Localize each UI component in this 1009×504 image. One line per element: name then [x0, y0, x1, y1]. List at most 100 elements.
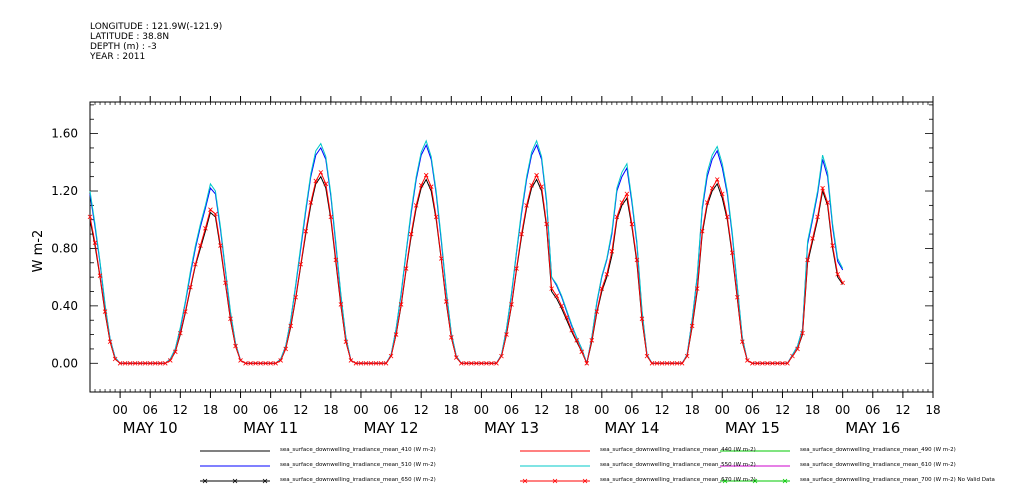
series-point [604, 271, 610, 277]
x-tick-label: 12 [293, 403, 308, 417]
series-point [238, 358, 243, 363]
series-point [639, 316, 645, 322]
x-tick-label: 12 [654, 403, 669, 417]
legend-marker [782, 478, 788, 484]
x-tick-label: 12 [895, 403, 910, 417]
series-point [704, 200, 710, 205]
series-point [594, 309, 600, 314]
series-point [117, 361, 123, 366]
series-point [499, 353, 504, 359]
series-point [459, 361, 464, 366]
series-point [840, 280, 845, 286]
series-point [469, 361, 474, 366]
series-point [724, 214, 730, 220]
series-point [449, 335, 454, 340]
series-line [89, 139, 844, 366]
series-point [92, 240, 98, 245]
x-tick-label: 12 [414, 403, 429, 417]
series-point [383, 361, 389, 366]
series-point [504, 332, 509, 337]
header-depth: DEPTH (m) : -3 [90, 42, 157, 52]
x-tick-label: 18 [925, 403, 940, 417]
series-point [318, 170, 324, 175]
series-point [624, 191, 630, 197]
series-point [168, 358, 173, 363]
series-point [825, 200, 830, 205]
x-tick-label: 06 [504, 403, 519, 417]
series-point [454, 355, 459, 360]
series-point [338, 302, 344, 307]
series-point [183, 309, 188, 314]
series-point [494, 361, 499, 366]
series-point [694, 286, 700, 291]
metadata-header: LONGITUDE : 121.9W(-121.9) LATITUDE : 38… [90, 22, 222, 62]
series-point [368, 361, 374, 366]
series-point [830, 243, 835, 248]
series-point [408, 231, 414, 237]
series-point [534, 172, 539, 178]
series-point [770, 361, 775, 366]
series-point [413, 203, 419, 208]
series-point [363, 361, 369, 366]
series-point [579, 349, 585, 355]
series-point [433, 214, 439, 220]
series-point [87, 214, 93, 220]
series-point [313, 178, 319, 184]
series-point [679, 361, 685, 366]
series-point [303, 228, 309, 234]
y-tick-label: 0.80 [51, 241, 78, 255]
series-point [609, 249, 615, 254]
series-point [489, 361, 494, 366]
y-tick-label: 1.20 [51, 184, 78, 198]
series-point [328, 214, 334, 220]
series-point [664, 361, 670, 366]
series-point [112, 356, 118, 362]
series-point [107, 339, 113, 345]
x-tick-label: 18 [323, 403, 338, 417]
series-point [147, 361, 153, 366]
series-point [152, 361, 158, 366]
x-day-label: MAY 14 [604, 419, 659, 437]
series-point [293, 294, 299, 300]
series-point [745, 358, 750, 363]
series-point [443, 299, 449, 304]
series-point [805, 257, 810, 263]
series-point [484, 361, 489, 366]
series-point [654, 361, 660, 366]
x-tick-label: 18 [805, 403, 820, 417]
x-tick-label: 06 [624, 403, 639, 417]
series-point [213, 211, 218, 217]
x-tick-label: 06 [143, 403, 158, 417]
series-point [589, 338, 595, 343]
series-point [584, 361, 590, 366]
x-tick-label: 18 [564, 403, 579, 417]
series-point [203, 226, 208, 231]
series-point [714, 177, 720, 182]
series-point [790, 353, 795, 359]
series-point [157, 361, 163, 366]
x-day-label: MAY 11 [243, 419, 298, 437]
series-point [162, 361, 168, 366]
series-point [539, 184, 544, 189]
series-point [509, 302, 514, 307]
x-tick-label: 12 [534, 403, 549, 417]
series-point [474, 361, 479, 366]
series-point [193, 261, 198, 267]
series-point [403, 266, 409, 271]
series-point [273, 361, 278, 366]
series-point [619, 200, 625, 205]
series-point [253, 361, 258, 366]
series-point [97, 273, 103, 278]
legend-marker [202, 478, 208, 484]
x-tick-label: 06 [865, 403, 880, 417]
x-day-label: MAY 12 [364, 419, 419, 437]
series-point [298, 261, 304, 267]
series-point [599, 286, 605, 291]
series-point [479, 361, 484, 366]
series-point [810, 236, 815, 241]
series-point [709, 185, 715, 191]
series-point [137, 361, 143, 366]
header-year: YEAR : 2011 [90, 52, 146, 62]
series-point [464, 361, 469, 366]
